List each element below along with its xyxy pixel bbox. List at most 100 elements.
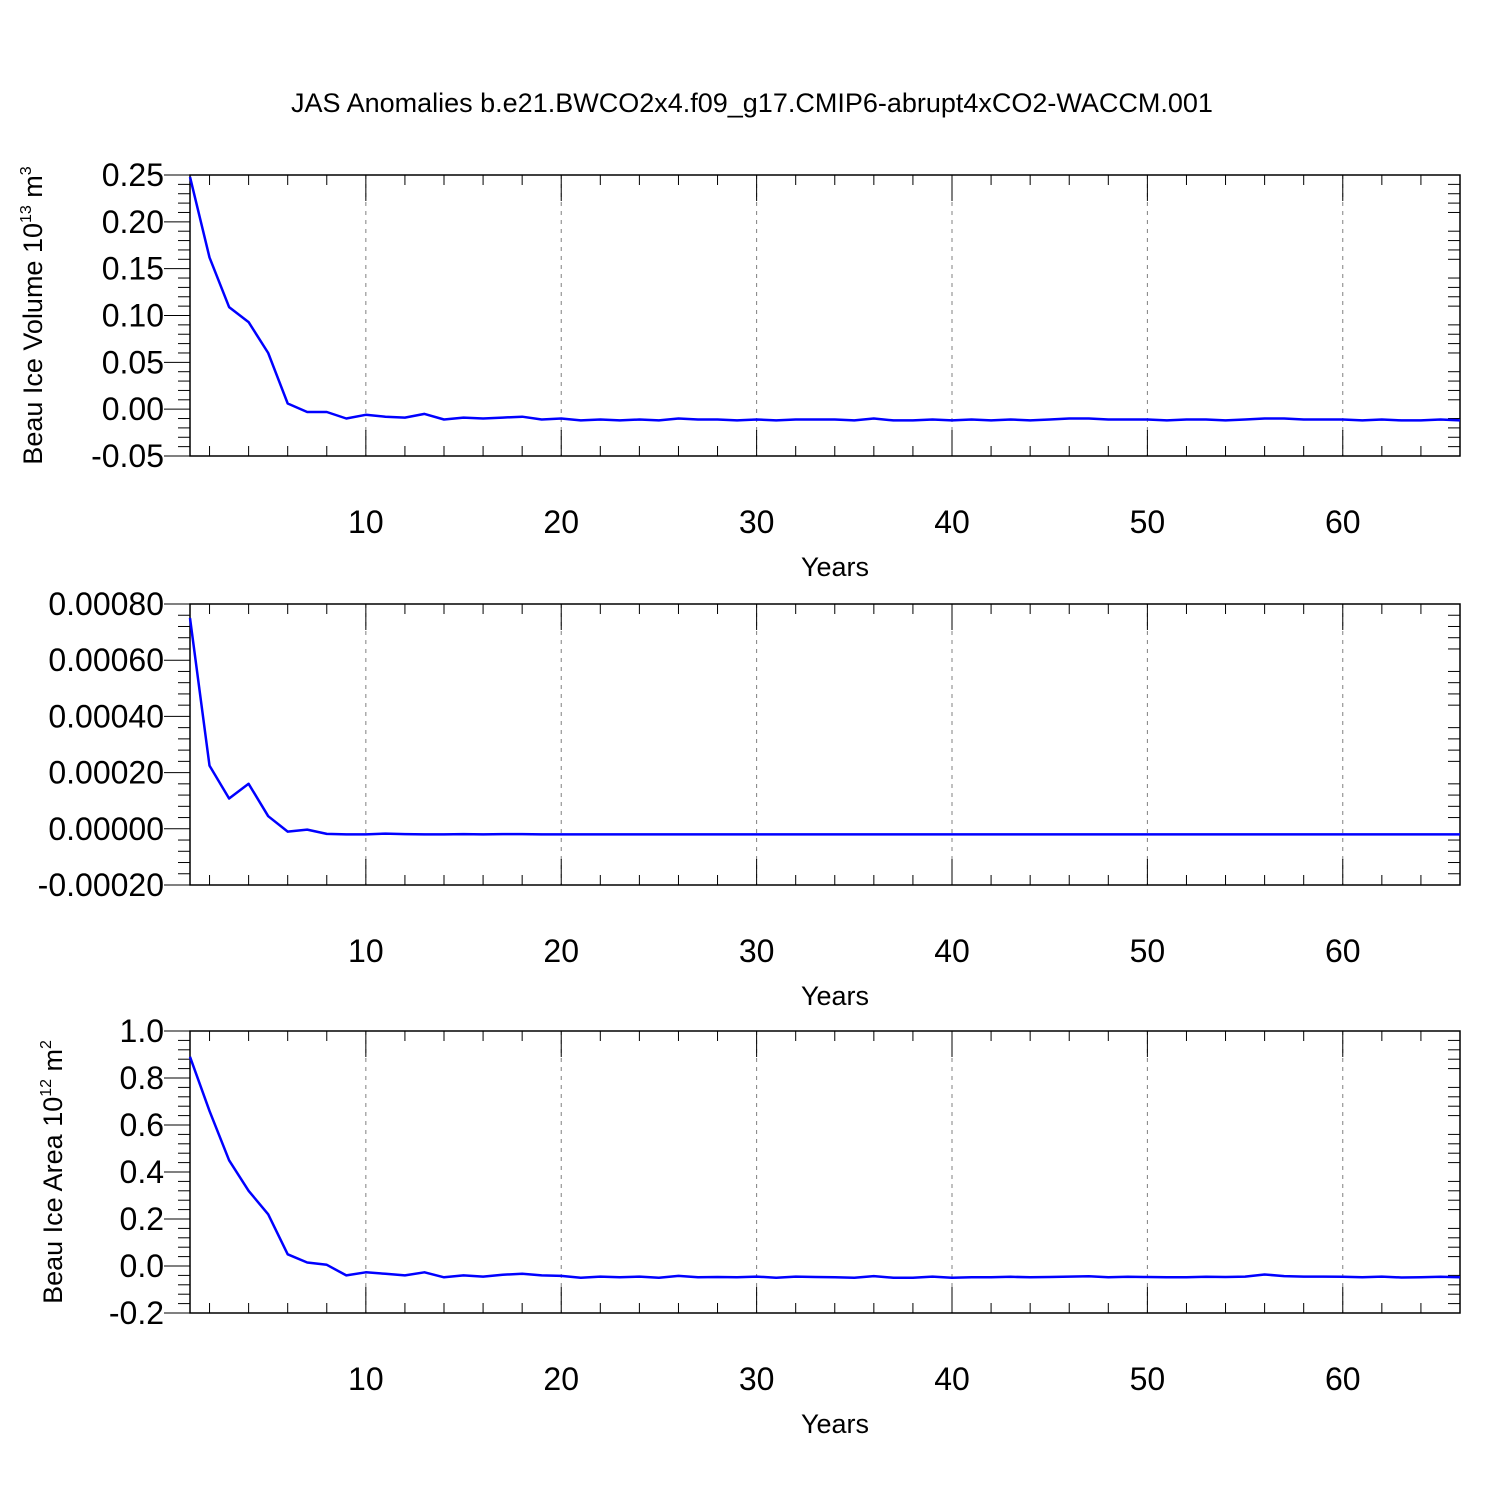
x-tick-label: 10 [348, 933, 384, 969]
data-point [658, 1277, 660, 1279]
plot-frame [189, 174, 1461, 457]
data-point [1127, 1276, 1129, 1278]
data-point [755, 1275, 757, 1277]
data-point [775, 833, 777, 835]
data-point [1048, 418, 1050, 420]
data-point [619, 833, 621, 835]
data-point [286, 830, 288, 832]
data-point [521, 833, 523, 835]
x-tick-label: 30 [739, 504, 775, 540]
data-point [1029, 1276, 1031, 1278]
y-axis-label: Beau Ice Volume 1013 m3 [18, 166, 48, 464]
data-point [540, 418, 542, 420]
data-point [1009, 1276, 1011, 1278]
data-point [501, 416, 503, 418]
data-point [736, 1276, 738, 1278]
data-point [560, 833, 562, 835]
data-point [1166, 1276, 1168, 1278]
x-tick-label: 60 [1325, 504, 1361, 540]
data-point [814, 833, 816, 835]
x-tick-label: 50 [1130, 504, 1166, 540]
data-point [1088, 833, 1090, 835]
data-point [228, 306, 230, 308]
data-point [1459, 1276, 1461, 1278]
data-point [599, 1275, 601, 1277]
data-point [1029, 833, 1031, 835]
data-point [326, 833, 328, 835]
data-point [755, 418, 757, 420]
data-point [1342, 833, 1344, 835]
data-point [1224, 419, 1226, 421]
data-point [580, 833, 582, 835]
data-point [873, 833, 875, 835]
panel-volume: 10 20 30 40 50 60 Years -0.05 0.00 0.05 0.10 0.15 0.… [18, 157, 1461, 582]
data-point [1322, 418, 1324, 420]
data-point [1322, 1275, 1324, 1277]
y-axis-label-text: Beau Ice Volume 10 [18, 223, 48, 465]
data-point [873, 417, 875, 419]
data-point [404, 416, 406, 418]
data-point [697, 833, 699, 835]
data-point [1420, 1276, 1422, 1278]
y-tick-label: 0.25 [102, 157, 164, 193]
data-point [1381, 418, 1383, 420]
data-point [228, 1159, 230, 1161]
data-point [853, 833, 855, 835]
data-point [345, 417, 347, 419]
data-point [365, 1271, 367, 1273]
data-point [736, 833, 738, 835]
data-point [951, 833, 953, 835]
x-axis-label: Years [801, 1409, 869, 1439]
x-tick-label: 20 [543, 1361, 579, 1397]
data-point [619, 419, 621, 421]
data-point [482, 1275, 484, 1277]
y-tick-label: 0.8 [120, 1060, 164, 1096]
data-point [677, 1275, 679, 1277]
data-point [208, 256, 210, 258]
data-point [443, 833, 445, 835]
data-point [1146, 1276, 1148, 1278]
data-point [1146, 418, 1148, 420]
data-point [286, 1253, 288, 1255]
data-point [970, 833, 972, 835]
data-point [1400, 1276, 1402, 1278]
y-tick-label: 0.00080 [48, 586, 164, 622]
data-point [1068, 833, 1070, 835]
y-axis-label-unit-exponent: 3 [18, 166, 35, 175]
data-point [501, 833, 503, 835]
data-point [326, 1264, 328, 1266]
data-point [1439, 418, 1441, 420]
data-point [228, 797, 230, 799]
data-point [306, 411, 308, 413]
data-point [951, 419, 953, 421]
panel-middle: 10 20 30 40 50 60 Years -0.00020 0.00000 0.00020 0… [38, 586, 1461, 1011]
series-line [188, 176, 1461, 422]
y-axis-label-exponent: 12 [38, 1079, 55, 1097]
data-point [912, 833, 914, 835]
data-point [1439, 1276, 1441, 1278]
y-tick-label: 0.10 [102, 298, 164, 334]
y-tick-label: 0.20 [102, 204, 164, 240]
y-axis-label-unit-exponent: 2 [38, 1040, 55, 1049]
data-point [794, 833, 796, 835]
data-point [1185, 418, 1187, 420]
y-tick-label: 0.15 [102, 251, 164, 287]
data-point [384, 1273, 386, 1275]
data-point [1263, 417, 1265, 419]
data-point [247, 321, 249, 323]
data-point [1263, 1273, 1265, 1275]
data-point [990, 419, 992, 421]
data-point [794, 1275, 796, 1277]
x-tick-label: 20 [543, 504, 579, 540]
data-point [736, 419, 738, 421]
data-point [306, 1261, 308, 1263]
data-point [1224, 1276, 1226, 1278]
data-point [365, 414, 367, 416]
data-point [599, 418, 601, 420]
data-point [1205, 418, 1207, 420]
data-point [1342, 1276, 1344, 1278]
y-tick-label: 0.4 [120, 1154, 164, 1190]
data-point [834, 418, 836, 420]
x-tick-label: 60 [1325, 933, 1361, 969]
data-point [1361, 1276, 1363, 1278]
